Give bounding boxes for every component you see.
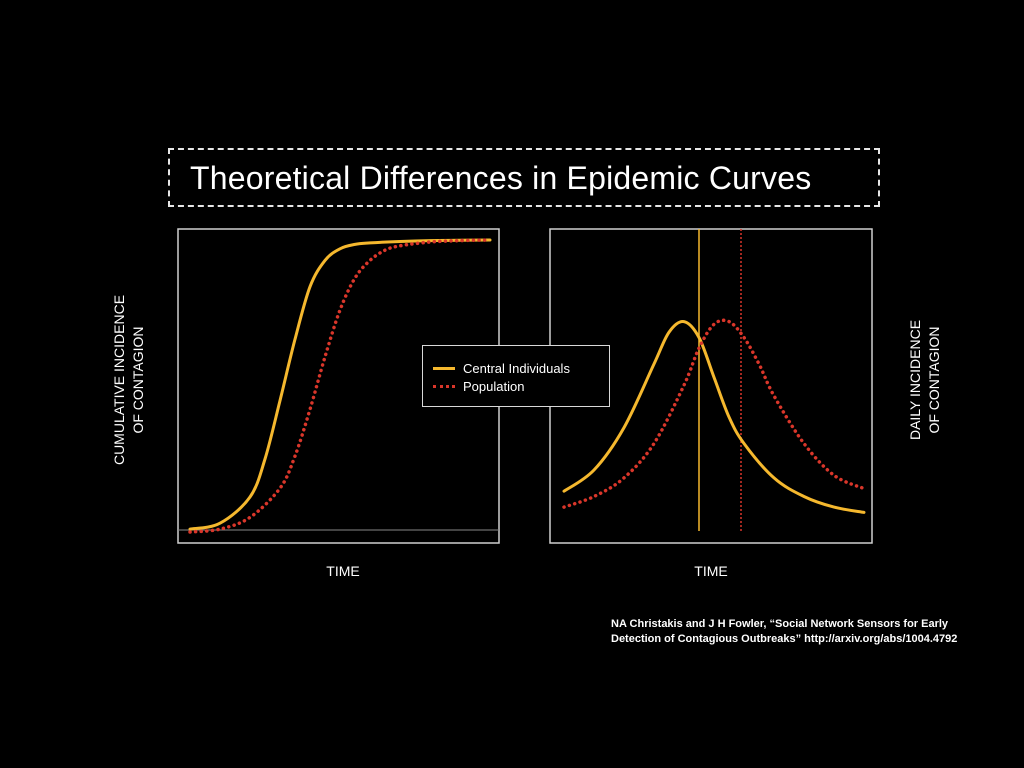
left-y-axis-label-line2: OF CONTAGION xyxy=(130,326,146,433)
right-series-central-line xyxy=(562,320,866,514)
right-y-axis-label-line2: OF CONTAGION xyxy=(926,326,942,433)
left-series-central-line xyxy=(188,238,492,531)
citation-line-1: NA Christakis and J H Fowler, “Social Ne… xyxy=(611,618,949,630)
right-chart-plot xyxy=(562,229,866,531)
citation: NA Christakis and J H Fowler, “Social Ne… xyxy=(611,617,1011,647)
legend-item-population: Population xyxy=(433,377,524,395)
right-x-axis-label: TIME xyxy=(694,563,727,579)
legend-swatch-population xyxy=(433,384,455,388)
right-y-axis-label-line1: DAILY INCIDENCE xyxy=(907,320,923,440)
legend-item-central: Central Individuals xyxy=(433,359,570,377)
legend-label-central: Central Individuals xyxy=(463,360,570,376)
right-series-population-line xyxy=(562,318,866,509)
left-y-axis-label-line1: CUMULATIVE INCIDENCE xyxy=(111,295,127,465)
left-series-population-line xyxy=(188,238,492,534)
legend: Central Individuals Population xyxy=(422,345,610,407)
chart-title: Theoretical Differences in Epidemic Curv… xyxy=(190,160,812,196)
legend-swatch-central xyxy=(433,366,455,370)
left-x-axis-label: TIME xyxy=(326,563,359,579)
citation-line-2: Detection of Contagious Outbreaks” http:… xyxy=(611,633,958,645)
left-chart-plot xyxy=(188,238,492,534)
legend-label-population: Population xyxy=(463,378,525,394)
title-box: Theoretical Differences in Epidemic Curv… xyxy=(168,148,880,207)
